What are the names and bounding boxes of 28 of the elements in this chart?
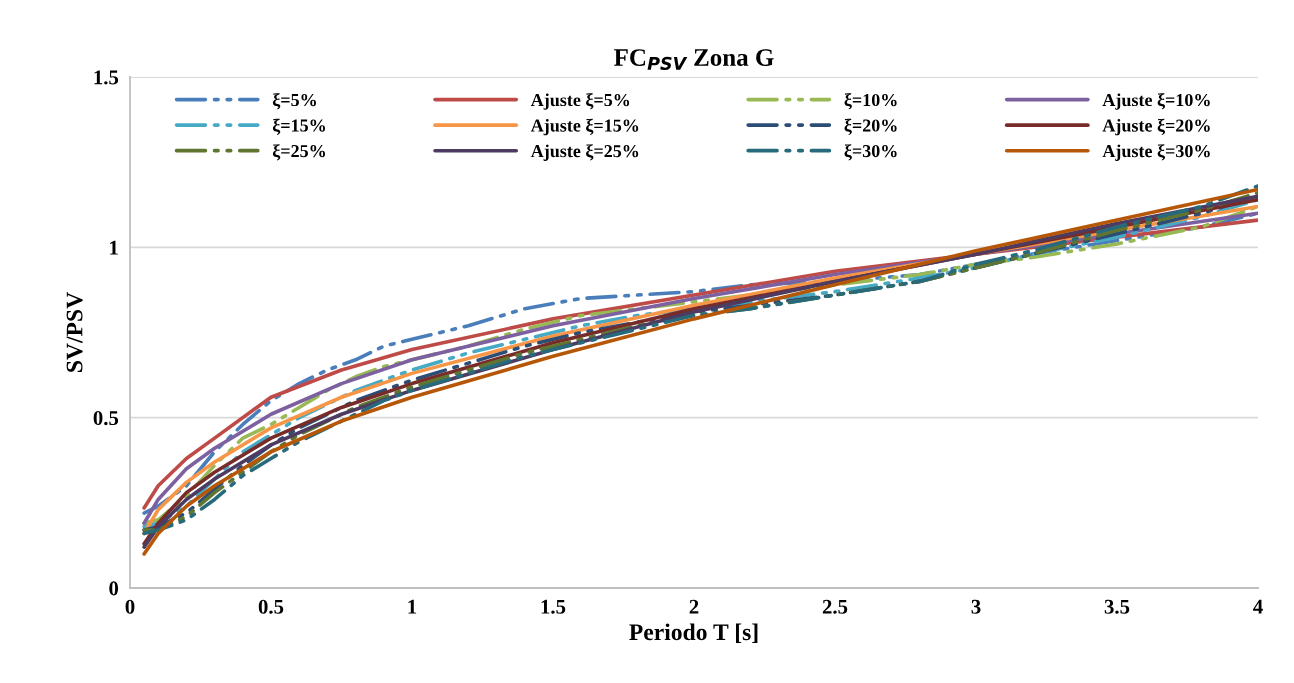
legend-label: Ajuste ξ=15% (530, 118, 639, 136)
chart-title: FC$_{PSV}$ Zona G (614, 49, 774, 71)
y-tick-label: 0.5 (93, 411, 119, 426)
x-tick-label: 1 (408, 599, 417, 614)
legend-label: ξ=10% (844, 93, 897, 110)
legend-label: Ajuste ξ=20% (1102, 118, 1210, 136)
legend-label: Ajuste ξ=30% (1102, 144, 1210, 161)
x-tick-label: 3.5 (1104, 599, 1130, 614)
x-tick-label: 3 (971, 599, 981, 614)
x-tick-label: 0.5 (258, 599, 284, 614)
x-tick-label: 2 (689, 599, 699, 614)
y-tick-label: 1.5 (94, 70, 119, 85)
legend-label: ξ=30% (844, 144, 897, 161)
y-tick-label: 1 (110, 240, 118, 255)
y-tick-label: 0 (109, 581, 119, 596)
y-axis-title: SV/PSV (66, 292, 83, 372)
x-tick-label: 2.5 (822, 599, 848, 614)
legend-label: ξ=25% (272, 144, 325, 161)
legend-label: Ajuste ξ=25% (530, 144, 639, 161)
legend-label: ξ=15% (272, 118, 325, 135)
x-tick-label: 4 (1253, 599, 1263, 614)
x-tick-label: 1.5 (541, 599, 566, 614)
x-tick-label: 0 (125, 599, 135, 614)
x-axis-title: Periodo T [s] (629, 623, 758, 644)
legend-label: ξ=20% (844, 118, 897, 135)
legend-label: Ajuste ξ=5% (530, 93, 630, 110)
legend-label: ξ=5% (272, 93, 316, 110)
legend-label: Ajuste ξ=10% (1102, 93, 1210, 110)
